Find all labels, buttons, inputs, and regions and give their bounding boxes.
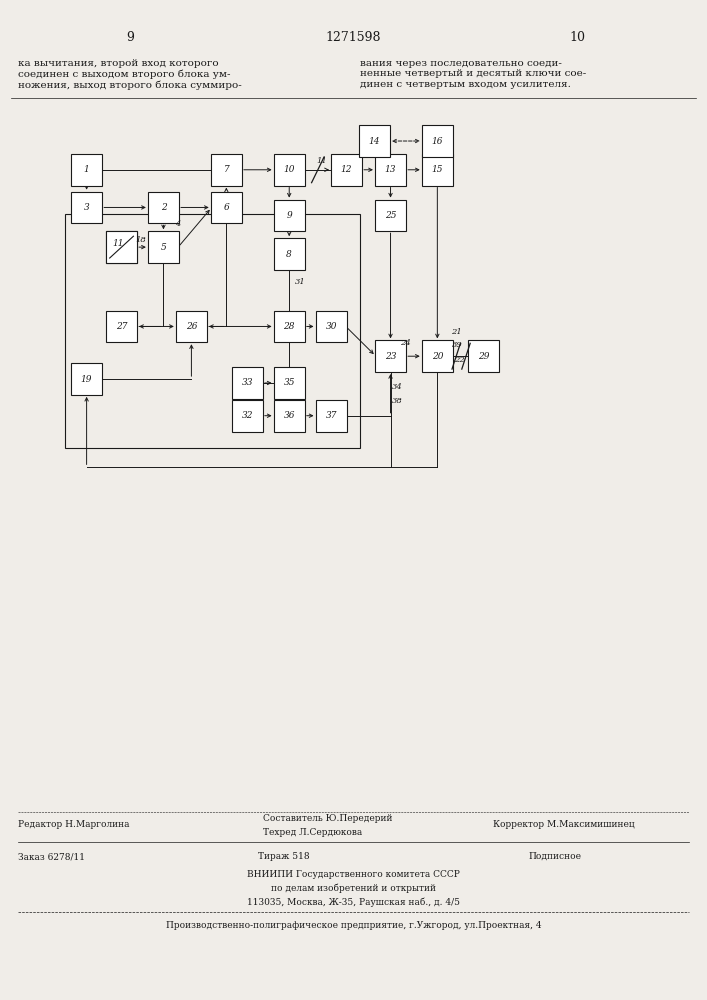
Text: 9: 9	[126, 31, 134, 44]
Text: 31: 31	[295, 278, 305, 286]
Text: 19: 19	[81, 375, 93, 384]
Text: 14: 14	[369, 137, 380, 146]
Text: 23: 23	[385, 352, 397, 361]
Text: ВНИИПИ Государственного комитета СССР: ВНИИПИ Государственного комитета СССР	[247, 870, 460, 879]
Text: 34: 34	[392, 383, 403, 391]
Text: 30: 30	[325, 322, 337, 331]
Text: Техред Л.Сердюкова: Техред Л.Сердюкова	[263, 828, 362, 837]
FancyBboxPatch shape	[71, 363, 102, 395]
Text: 8: 8	[286, 250, 292, 259]
FancyBboxPatch shape	[375, 154, 406, 186]
Text: вания через последовательно соеди-
ненные четвертый и десятый ключи сое-
динен с: вания через последовательно соеди- ненны…	[361, 59, 587, 89]
FancyBboxPatch shape	[274, 367, 305, 399]
Text: 18: 18	[136, 236, 146, 244]
Text: 13: 13	[385, 165, 397, 174]
Text: Корректор М.Максимишинец: Корректор М.Максимишинец	[493, 820, 635, 829]
Text: 20: 20	[431, 352, 443, 361]
FancyBboxPatch shape	[211, 192, 242, 223]
FancyBboxPatch shape	[274, 154, 305, 186]
Text: 11: 11	[112, 239, 124, 248]
Text: 1271598: 1271598	[326, 31, 381, 44]
Text: 5: 5	[160, 243, 166, 252]
FancyBboxPatch shape	[274, 200, 305, 231]
Text: 35: 35	[284, 378, 295, 387]
FancyBboxPatch shape	[422, 340, 452, 372]
FancyBboxPatch shape	[106, 231, 137, 263]
Text: 37: 37	[325, 411, 337, 420]
Text: Производственно-полиграфическое предприятие, г.Ужгород, ул.Проектная, 4: Производственно-полиграфическое предприя…	[165, 921, 542, 930]
Text: 3: 3	[83, 203, 90, 212]
Text: по делам изобретений и открытий: по делам изобретений и открытий	[271, 884, 436, 893]
Text: Заказ 6278/11: Заказ 6278/11	[18, 852, 85, 861]
Text: 39: 39	[452, 341, 462, 349]
Text: 26: 26	[186, 322, 197, 331]
Text: 21: 21	[452, 328, 462, 336]
Text: 22: 22	[455, 356, 465, 364]
FancyBboxPatch shape	[274, 311, 305, 342]
Text: 27: 27	[116, 322, 127, 331]
FancyBboxPatch shape	[359, 125, 390, 157]
FancyBboxPatch shape	[148, 231, 179, 263]
Text: 6: 6	[223, 203, 229, 212]
Text: 15: 15	[431, 165, 443, 174]
FancyBboxPatch shape	[375, 200, 406, 231]
FancyBboxPatch shape	[316, 400, 346, 432]
Text: 33: 33	[242, 378, 253, 387]
FancyBboxPatch shape	[106, 231, 137, 263]
FancyBboxPatch shape	[71, 192, 102, 223]
Text: Тираж 518: Тираж 518	[258, 852, 310, 861]
Text: 12: 12	[341, 165, 352, 174]
Text: 9: 9	[286, 211, 292, 220]
Text: 32: 32	[242, 411, 253, 420]
Text: 113035, Москва, Ж-35, Раушская наб., д. 4/5: 113035, Москва, Ж-35, Раушская наб., д. …	[247, 898, 460, 907]
FancyBboxPatch shape	[232, 367, 263, 399]
FancyBboxPatch shape	[274, 400, 305, 432]
FancyBboxPatch shape	[274, 238, 305, 270]
FancyBboxPatch shape	[71, 154, 102, 186]
Text: Составитель Ю.Передерий: Составитель Ю.Передерий	[263, 814, 392, 823]
FancyBboxPatch shape	[422, 125, 452, 157]
Text: 36: 36	[284, 411, 295, 420]
Text: 7: 7	[223, 165, 229, 174]
Text: ка вычитания, второй вход которого
соединен с выходом второго блока ум-
ножения,: ка вычитания, второй вход которого соеди…	[18, 59, 242, 90]
Text: Редактор Н.Марголина: Редактор Н.Марголина	[18, 820, 129, 829]
Text: Подписное: Подписное	[528, 852, 581, 861]
FancyBboxPatch shape	[232, 400, 263, 432]
Text: 28: 28	[284, 322, 295, 331]
FancyBboxPatch shape	[375, 340, 406, 372]
Text: 2: 2	[160, 203, 166, 212]
FancyBboxPatch shape	[468, 340, 499, 372]
Text: 10: 10	[284, 165, 295, 174]
FancyBboxPatch shape	[331, 154, 362, 186]
Text: 24: 24	[400, 339, 411, 347]
Text: 17: 17	[116, 243, 127, 252]
FancyBboxPatch shape	[176, 311, 206, 342]
Text: 25: 25	[385, 211, 397, 220]
Text: 38: 38	[392, 397, 403, 405]
FancyBboxPatch shape	[422, 154, 452, 186]
Text: 11: 11	[317, 157, 327, 165]
FancyBboxPatch shape	[211, 154, 242, 186]
Text: 10: 10	[569, 31, 585, 44]
FancyBboxPatch shape	[316, 311, 346, 342]
Bar	[65, 214, 360, 448]
Text: 29: 29	[478, 352, 489, 361]
Text: 4: 4	[175, 220, 180, 228]
FancyBboxPatch shape	[148, 192, 179, 223]
Text: 16: 16	[431, 137, 443, 146]
Text: 1: 1	[83, 165, 90, 174]
FancyBboxPatch shape	[106, 311, 137, 342]
